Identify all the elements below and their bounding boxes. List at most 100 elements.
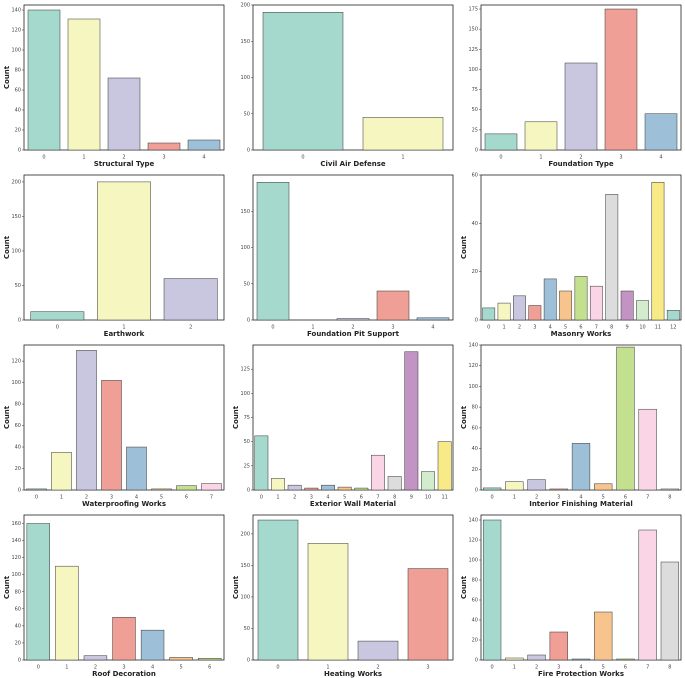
bar [644, 113, 678, 151]
bar [571, 443, 591, 491]
y-tick-label: 40 [15, 623, 21, 629]
bar [528, 305, 542, 321]
x-tick-label: 6 [185, 495, 188, 501]
x-tick-label: 4 [579, 665, 582, 671]
y-tick-label: 120 [11, 555, 21, 561]
y-tick-label: 175 [468, 7, 478, 13]
bar [407, 568, 449, 661]
bar [482, 519, 502, 661]
bar [271, 478, 285, 491]
x-axis-label: Interior Finishing Material [529, 500, 633, 508]
x-axis-label: Masonry Works [551, 330, 612, 338]
y-tick-label: 0 [18, 148, 21, 154]
x-tick-label: 4 [326, 495, 329, 501]
plot-frame [252, 514, 454, 661]
bar [262, 12, 344, 151]
x-tick-label: 2 [579, 155, 582, 161]
x-tick-label: 1 [513, 495, 516, 501]
bar [26, 523, 50, 661]
y-axis-label: Count [460, 235, 468, 259]
x-tick-label: 3 [122, 665, 125, 671]
bar [112, 617, 136, 661]
x-axis-label: Foundation Type [548, 160, 614, 168]
x-tick-label: 0 [491, 495, 494, 501]
x-tick-label: 0 [42, 155, 45, 161]
y-tick-label: 20 [15, 128, 21, 134]
x-tick-label: 7 [595, 325, 598, 331]
y-tick-label: 100 [11, 48, 21, 54]
x-tick-label: 8 [610, 325, 613, 331]
y-tick-label: 125 [240, 367, 250, 373]
y-tick-label: 0 [475, 658, 478, 664]
bar [421, 471, 435, 491]
x-tick-label: 0 [276, 665, 279, 671]
y-tick-label: 60 [15, 423, 21, 429]
y-tick-label: 100 [240, 75, 250, 81]
bar [524, 121, 558, 151]
y-tick-label: 200 [240, 3, 250, 9]
bar [636, 300, 649, 321]
bar [371, 454, 385, 491]
x-tick-label: 0 [260, 495, 263, 501]
y-tick-label: 50 [244, 626, 250, 632]
y-tick-label: 200 [240, 531, 250, 537]
y-tick-label: 100 [240, 594, 250, 600]
y-axis-label: Count [460, 405, 468, 429]
bar [362, 117, 444, 151]
x-tick-label: 11 [655, 325, 661, 331]
y-tick-label: 80 [15, 589, 21, 595]
bar [589, 285, 603, 321]
y-tick-label: 40 [15, 108, 21, 114]
x-tick-label: 8 [668, 495, 671, 501]
x-axis-label: Exterior Wall Material [310, 500, 396, 508]
y-axis-label: Count [232, 575, 240, 599]
bar [354, 487, 369, 491]
y-tick-label: 100 [240, 245, 250, 251]
y-axis-label: Count [3, 235, 11, 259]
x-tick-label: 3 [391, 325, 394, 331]
y-tick-label: 100 [11, 572, 21, 578]
y-tick-label: 40 [472, 221, 478, 227]
bar [147, 142, 181, 151]
x-tick-label: 2 [535, 665, 538, 671]
bar [140, 629, 165, 661]
x-tick-label: 1 [276, 495, 279, 501]
x-tick-label: 4 [431, 325, 434, 331]
x-tick-label: 6 [624, 665, 627, 671]
y-tick-label: 100 [11, 248, 21, 254]
x-tick-label: 0 [37, 665, 40, 671]
bar [30, 311, 85, 321]
bar [416, 317, 450, 321]
x-tick-label: 6 [624, 495, 627, 501]
x-tick-label: 1 [539, 155, 542, 161]
x-tick-label: 0 [499, 155, 502, 161]
x-tick-label: 3 [619, 155, 622, 161]
y-tick-label: 100 [468, 67, 478, 73]
x-tick-label: 4 [659, 155, 662, 161]
x-tick-label: 11 [441, 495, 447, 501]
bar [336, 318, 370, 321]
bar [651, 182, 665, 321]
bar [605, 194, 619, 321]
x-tick-label: 1 [513, 665, 516, 671]
y-axis-label: Count [3, 405, 11, 429]
x-tick-label: 3 [162, 155, 165, 161]
bar [574, 276, 588, 321]
x-tick-label: 9 [626, 325, 629, 331]
x-axis-label: Heating Works [324, 670, 382, 678]
y-axis-label: Count [3, 65, 11, 89]
x-tick-label: 5 [602, 665, 605, 671]
x-tick-label: 2 [189, 325, 192, 331]
x-tick-label: 3 [533, 325, 536, 331]
y-tick-label: 50 [472, 107, 478, 113]
y-tick-label: 0 [18, 318, 21, 324]
bar [505, 481, 524, 491]
x-tick-label: 2 [122, 155, 125, 161]
x-tick-label: 0 [35, 495, 38, 501]
x-tick-label: 10 [425, 495, 431, 501]
y-tick-label: 150 [11, 214, 21, 220]
x-tick-label: 6 [360, 495, 363, 501]
bar [287, 484, 302, 491]
bar [513, 295, 526, 321]
y-tick-label: 100 [468, 558, 478, 564]
